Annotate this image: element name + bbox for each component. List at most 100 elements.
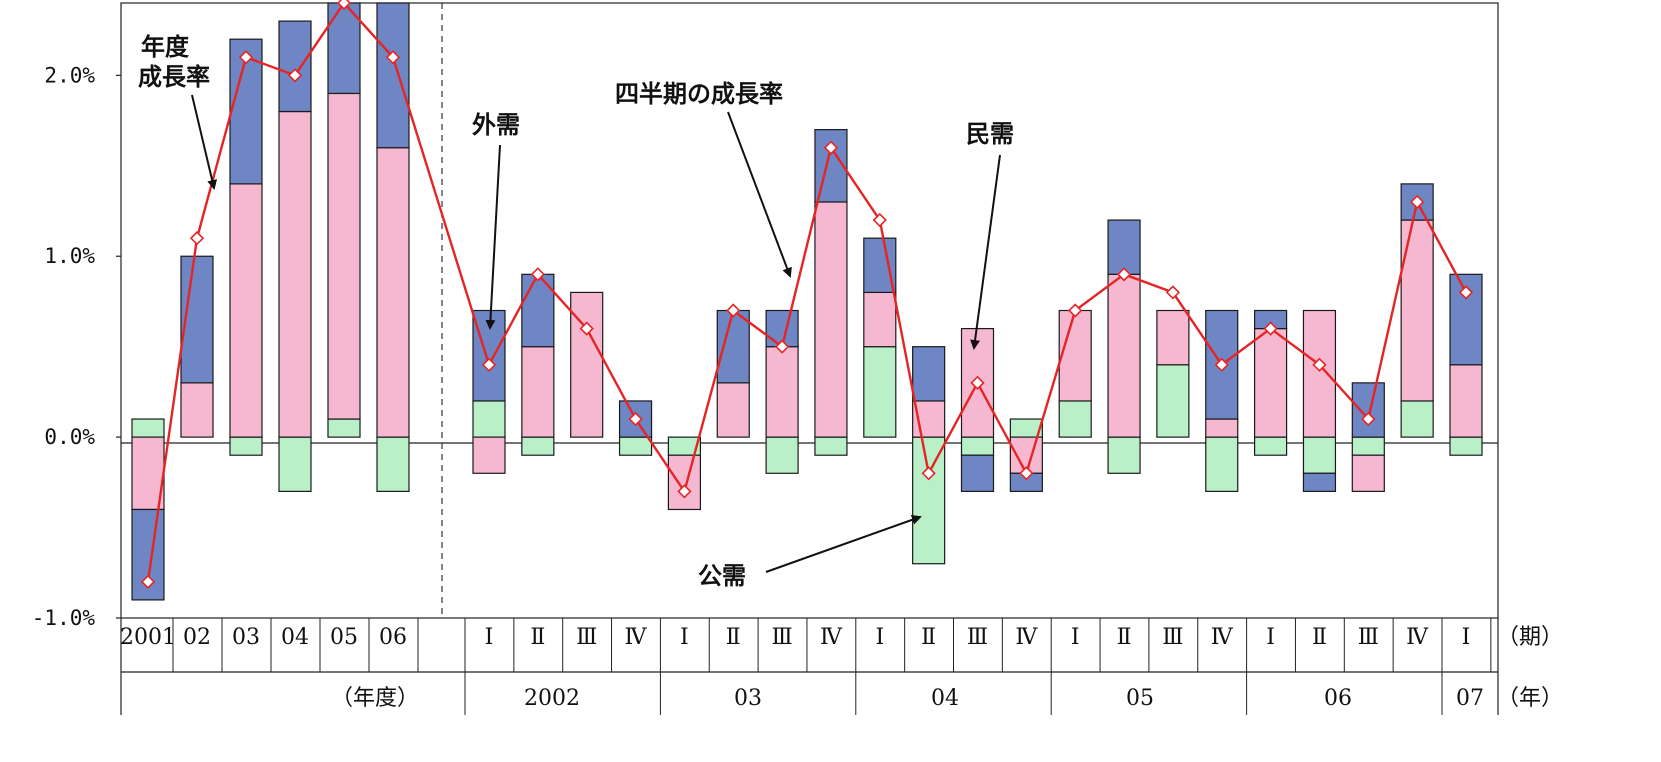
x-tick-label: Ⅲ bbox=[576, 625, 597, 650]
bar-public-demand bbox=[131, 418, 165, 438]
bar-private-demand bbox=[278, 110, 312, 438]
x-tick-label: Ⅱ bbox=[726, 625, 741, 650]
year-group-label: 07 bbox=[1456, 686, 1484, 711]
annotation-quarterly-growth: 四半期の成長率 bbox=[615, 80, 783, 108]
x-tick-label: Ⅳ bbox=[820, 625, 843, 650]
bar-private-demand bbox=[327, 92, 361, 420]
bar-private-demand bbox=[570, 291, 604, 438]
growth-rate-point bbox=[189, 231, 205, 246]
growth-rate-point bbox=[336, 0, 352, 11]
bar-external-demand bbox=[472, 309, 506, 402]
bar-public-demand bbox=[1400, 400, 1434, 438]
growth-rate-point bbox=[530, 267, 545, 282]
y-tick-label: 2.0% bbox=[44, 63, 95, 87]
bar-public-demand bbox=[1253, 436, 1288, 456]
fiscal-year-label: （年度） bbox=[331, 686, 419, 711]
x-tick-label: 04 bbox=[281, 625, 309, 650]
bar-private-demand bbox=[1449, 364, 1483, 438]
growth-rate-point bbox=[1214, 357, 1229, 372]
x-tick-label: Ⅱ bbox=[1312, 625, 1327, 650]
x-tick-label: 2001 bbox=[120, 625, 176, 650]
bar-private-demand bbox=[521, 346, 555, 438]
bar-public-demand bbox=[376, 436, 410, 492]
x-tick-label: Ⅱ bbox=[921, 625, 936, 650]
bar-public-demand bbox=[960, 436, 995, 456]
x-tick-label: Ⅱ bbox=[530, 625, 545, 650]
x-tick-label: Ⅳ bbox=[1406, 625, 1429, 650]
bar-external-demand bbox=[912, 346, 946, 402]
bars-layer bbox=[131, 2, 1483, 601]
bar-public-demand bbox=[1449, 436, 1483, 456]
bar-private-demand bbox=[765, 346, 799, 438]
annotation-public-demand-arrow bbox=[765, 514, 922, 573]
bar-private-demand bbox=[1351, 454, 1385, 492]
growth-rate-point bbox=[140, 574, 156, 589]
bar-public-demand bbox=[278, 436, 312, 492]
growth-rate-point bbox=[677, 484, 692, 499]
bar-private-demand bbox=[814, 201, 848, 438]
growth-rate-point bbox=[481, 357, 497, 372]
bar-private-demand bbox=[1302, 309, 1337, 438]
bar-public-demand bbox=[1302, 436, 1337, 474]
annotation-fiscal-growth-line1: 年度 bbox=[141, 33, 190, 61]
bar-public-demand bbox=[863, 346, 897, 438]
x-tick-label: Ⅱ bbox=[1117, 625, 1132, 650]
year-group-label: 06 bbox=[1324, 686, 1352, 711]
bar-public-demand bbox=[327, 418, 361, 438]
x-tick-label: Ⅲ bbox=[967, 625, 988, 650]
annotation-private-demand-arrow bbox=[970, 154, 1001, 350]
y-tick-label: -1.0% bbox=[32, 606, 96, 630]
year-group-label: 05 bbox=[1126, 686, 1154, 711]
bar-public-demand bbox=[229, 436, 263, 456]
bar-public-demand bbox=[1058, 400, 1092, 438]
year-group-label: 03 bbox=[734, 686, 762, 711]
annotation-private-demand: 民需 bbox=[966, 120, 1014, 148]
x-tick-label: Ⅳ bbox=[1015, 625, 1038, 650]
year-group-label: 2002 bbox=[524, 686, 580, 711]
bar-private-demand bbox=[716, 382, 750, 438]
bar-private-demand bbox=[1107, 273, 1141, 438]
bar-private-demand bbox=[1156, 309, 1190, 366]
x-tick-label: 03 bbox=[232, 625, 260, 650]
growth-line-layer bbox=[140, 0, 1474, 589]
growth-rate-point bbox=[1263, 321, 1278, 336]
annotation-public-demand: 公需 bbox=[698, 562, 746, 590]
bar-external-demand bbox=[278, 20, 312, 113]
growth-rate-point bbox=[970, 375, 985, 390]
bar-external-demand bbox=[1302, 472, 1337, 492]
growth-rate-point bbox=[628, 411, 643, 427]
growth-rate-point bbox=[1165, 285, 1181, 300]
growth-rate-point bbox=[823, 140, 839, 155]
bar-private-demand bbox=[1253, 327, 1288, 438]
growth-rate-point bbox=[1458, 285, 1474, 300]
bar-external-demand bbox=[1351, 382, 1385, 438]
bar-private-demand bbox=[376, 147, 410, 438]
x-tick-label: Ⅳ bbox=[1211, 625, 1234, 650]
annotation-external-demand-arrow bbox=[485, 144, 501, 330]
x-tick-label: Ⅰ bbox=[875, 625, 884, 650]
bar-external-demand bbox=[1107, 219, 1141, 275]
y-tick-label: 1.0% bbox=[44, 244, 95, 268]
growth-rate-point bbox=[579, 321, 594, 336]
y-axis: -1.0% 0.0% 1.0% 2.0% bbox=[32, 63, 121, 630]
growth-rate-point bbox=[774, 339, 790, 354]
category-axis: 2001 02 03 04 05 06 Ⅰ Ⅱ Ⅲ Ⅳ Ⅰ Ⅱ Ⅲ Ⅳ Ⅰ Ⅱ Ⅲ Ⅳ Ⅰ Ⅱ Ⅲ Ⅳ Ⅰ Ⅱ Ⅲ Ⅳ Ⅰ 2002… bbox=[120, 618, 1563, 715]
bar-external-demand bbox=[376, 2, 410, 149]
x-tick-label: Ⅰ bbox=[1071, 625, 1080, 650]
growth-rate-point bbox=[385, 50, 401, 65]
annotation-external-demand: 外需 bbox=[472, 111, 520, 139]
x-tick-label: 05 bbox=[330, 625, 358, 650]
bar-private-demand bbox=[667, 454, 702, 511]
year-group-label: 04 bbox=[931, 686, 959, 711]
growth-rate-point bbox=[238, 50, 254, 65]
period-unit-label: （期） bbox=[1497, 625, 1563, 650]
annotations: 年度 成長率 外需 四半期の成長率 民需 公需 bbox=[138, 33, 1014, 590]
bar-public-demand bbox=[1156, 364, 1190, 438]
bar-external-demand bbox=[716, 309, 750, 384]
bar-public-demand bbox=[814, 436, 848, 456]
x-tick-label: Ⅰ bbox=[1462, 625, 1471, 650]
bar-private-demand bbox=[863, 291, 897, 348]
year-unit-label: （年） bbox=[1497, 686, 1563, 711]
bar-public-demand bbox=[1107, 436, 1141, 474]
